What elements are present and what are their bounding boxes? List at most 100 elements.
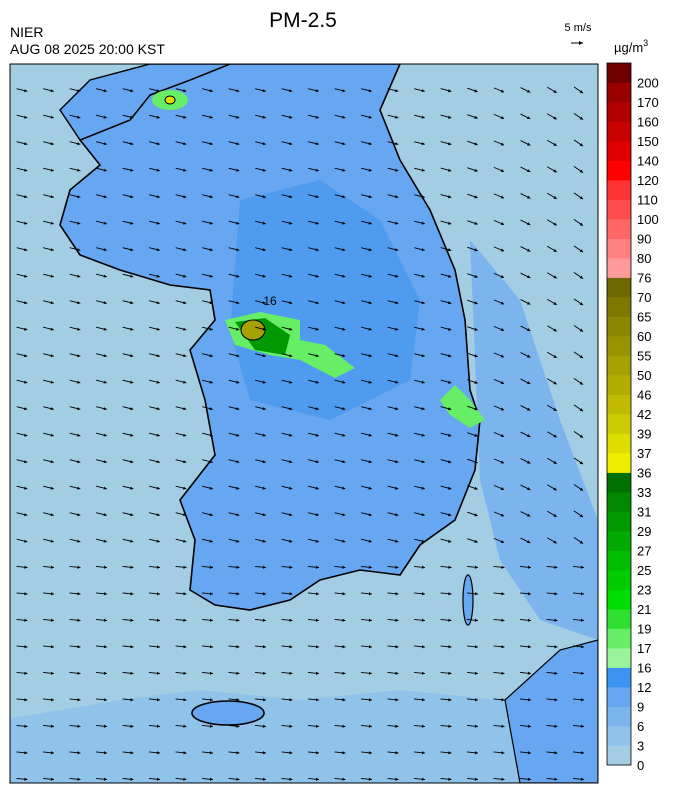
wind-arrow bbox=[96, 273, 107, 278]
arrow-head bbox=[474, 751, 478, 755]
arrow-head bbox=[580, 565, 584, 569]
arrow-head bbox=[262, 89, 266, 93]
arrow-head bbox=[50, 618, 54, 622]
arrow-head bbox=[421, 645, 425, 649]
pm-area bbox=[230, 180, 420, 420]
wind-arrow bbox=[95, 751, 108, 755]
arrow-head bbox=[474, 777, 478, 781]
wind-arrow bbox=[387, 645, 399, 649]
wind-arrow bbox=[255, 406, 266, 411]
wind-arrow bbox=[387, 459, 399, 464]
wind-arrow bbox=[281, 538, 293, 543]
colorbar-swatch bbox=[607, 609, 631, 629]
wind-arrow bbox=[573, 325, 584, 332]
arrow-head bbox=[395, 539, 399, 543]
wind-arrow bbox=[519, 698, 532, 702]
arrow-head bbox=[342, 460, 346, 464]
arrow-head bbox=[500, 195, 505, 199]
arrow-head bbox=[342, 671, 346, 675]
colorbar-swatch bbox=[607, 394, 631, 415]
wind-arrow bbox=[440, 485, 452, 490]
wind-arrow bbox=[122, 194, 134, 199]
arrow-head bbox=[103, 618, 107, 622]
wind-arrow bbox=[307, 618, 320, 622]
wind-arrow bbox=[493, 113, 505, 120]
arrow-head bbox=[579, 116, 584, 120]
arrow-head bbox=[156, 751, 160, 755]
wind-arrow bbox=[95, 565, 108, 569]
arrow-head bbox=[579, 275, 584, 279]
arrow-head bbox=[130, 380, 134, 384]
arrow-head bbox=[447, 115, 452, 119]
arrow-head bbox=[236, 751, 240, 755]
wind-arrow bbox=[520, 113, 531, 120]
wind-arrow bbox=[254, 565, 267, 569]
arrow-head bbox=[368, 460, 372, 464]
arrow-head bbox=[448, 698, 452, 702]
arrow-head bbox=[580, 618, 584, 622]
wind-arrow bbox=[202, 220, 213, 225]
wind-arrow bbox=[96, 379, 107, 384]
wind-arrow bbox=[228, 273, 240, 278]
wind-arrow bbox=[96, 432, 107, 437]
wind-arrow bbox=[387, 512, 399, 517]
arrow-head bbox=[209, 671, 213, 675]
map-frame bbox=[9, 63, 599, 784]
wind-arrow bbox=[69, 167, 81, 172]
arrow-head bbox=[421, 221, 425, 225]
arrow-head bbox=[579, 381, 584, 385]
wind-arrow bbox=[466, 565, 479, 569]
arrow-head bbox=[130, 751, 134, 755]
unit: µg/m3 bbox=[614, 38, 648, 55]
wind-arrow bbox=[255, 247, 266, 252]
arrow-head bbox=[236, 565, 240, 569]
arrow-head bbox=[553, 434, 557, 438]
arrow-head bbox=[342, 407, 346, 411]
wind-arrow bbox=[519, 565, 532, 569]
arrow-head bbox=[501, 698, 505, 702]
wind-arrow bbox=[69, 300, 81, 305]
wind-arrow bbox=[122, 167, 134, 172]
colorbar-label: 0 bbox=[637, 758, 644, 773]
wind-arrow bbox=[361, 273, 372, 278]
arrow-head bbox=[209, 513, 213, 517]
arrow-head bbox=[553, 328, 557, 332]
wind-arrow bbox=[43, 114, 54, 119]
arrow-head bbox=[315, 433, 319, 437]
arrow-head bbox=[236, 513, 240, 517]
wind-arrow bbox=[202, 88, 213, 93]
wind-arrow bbox=[175, 724, 187, 728]
arrow-head bbox=[77, 89, 81, 93]
wind-arrow bbox=[361, 432, 372, 437]
wind-arrow bbox=[255, 379, 266, 384]
arrow-head bbox=[103, 142, 107, 146]
arrow-head bbox=[447, 380, 452, 384]
arrow-head bbox=[262, 777, 266, 781]
arrow-head bbox=[421, 751, 425, 755]
wind-arrow bbox=[149, 220, 160, 225]
wind-arrow bbox=[413, 645, 426, 649]
arrow-head bbox=[527, 142, 531, 146]
arrow-head bbox=[501, 645, 505, 649]
arrow-head bbox=[500, 168, 505, 172]
wind-arrow bbox=[255, 326, 266, 331]
wind-arrow bbox=[493, 87, 505, 93]
wind-arrow bbox=[546, 724, 558, 728]
arrow-head bbox=[421, 671, 425, 675]
wind-arrow bbox=[573, 113, 584, 120]
arrow-head bbox=[103, 751, 107, 755]
island bbox=[191, 700, 265, 726]
wind-arrow bbox=[572, 592, 585, 596]
wind-arrow bbox=[493, 352, 505, 358]
arrow-head bbox=[500, 327, 505, 331]
arrow-head bbox=[24, 592, 28, 596]
wind-arrow bbox=[440, 167, 452, 172]
wind-arrow bbox=[95, 618, 108, 622]
wind-arrow bbox=[519, 777, 532, 781]
arrow-head bbox=[77, 513, 81, 517]
wind-arrow bbox=[16, 698, 28, 702]
wind-arrow bbox=[519, 592, 532, 596]
wind-arrow bbox=[175, 777, 187, 781]
colorbar-label: 37 bbox=[637, 446, 651, 461]
arrow-head bbox=[474, 142, 478, 146]
